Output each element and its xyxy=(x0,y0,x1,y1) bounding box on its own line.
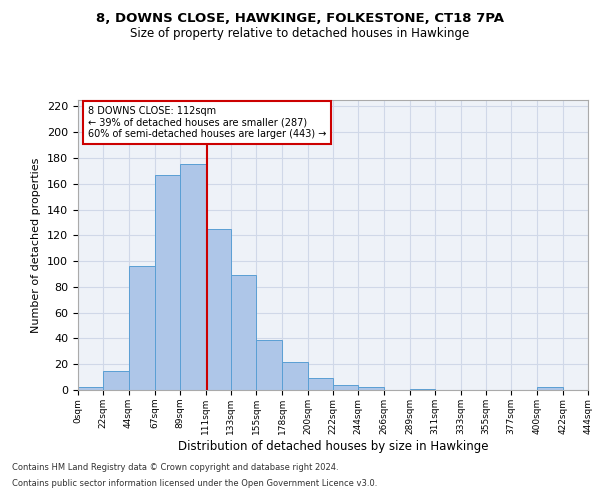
Bar xyxy=(155,175,180,390)
Bar xyxy=(358,388,383,390)
Text: 8 DOWNS CLOSE: 112sqm
← 39% of detached houses are smaller (287)
60% of semi-det: 8 DOWNS CLOSE: 112sqm ← 39% of detached … xyxy=(88,106,326,139)
Text: Contains public sector information licensed under the Open Government Licence v3: Contains public sector information licen… xyxy=(12,478,377,488)
Bar xyxy=(256,340,283,390)
Y-axis label: Number of detached properties: Number of detached properties xyxy=(31,158,41,332)
Bar xyxy=(538,388,563,390)
Bar xyxy=(308,378,333,390)
Bar xyxy=(128,266,155,390)
Bar xyxy=(410,388,435,390)
Bar xyxy=(78,388,103,390)
Bar xyxy=(205,229,231,390)
X-axis label: Distribution of detached houses by size in Hawkinge: Distribution of detached houses by size … xyxy=(178,440,488,452)
Bar xyxy=(180,164,205,390)
Bar xyxy=(283,362,308,390)
Bar xyxy=(231,276,256,390)
Text: Size of property relative to detached houses in Hawkinge: Size of property relative to detached ho… xyxy=(130,28,470,40)
Text: 8, DOWNS CLOSE, HAWKINGE, FOLKESTONE, CT18 7PA: 8, DOWNS CLOSE, HAWKINGE, FOLKESTONE, CT… xyxy=(96,12,504,26)
Bar xyxy=(103,370,128,390)
Bar xyxy=(333,385,358,390)
Text: Contains HM Land Registry data © Crown copyright and database right 2024.: Contains HM Land Registry data © Crown c… xyxy=(12,464,338,472)
